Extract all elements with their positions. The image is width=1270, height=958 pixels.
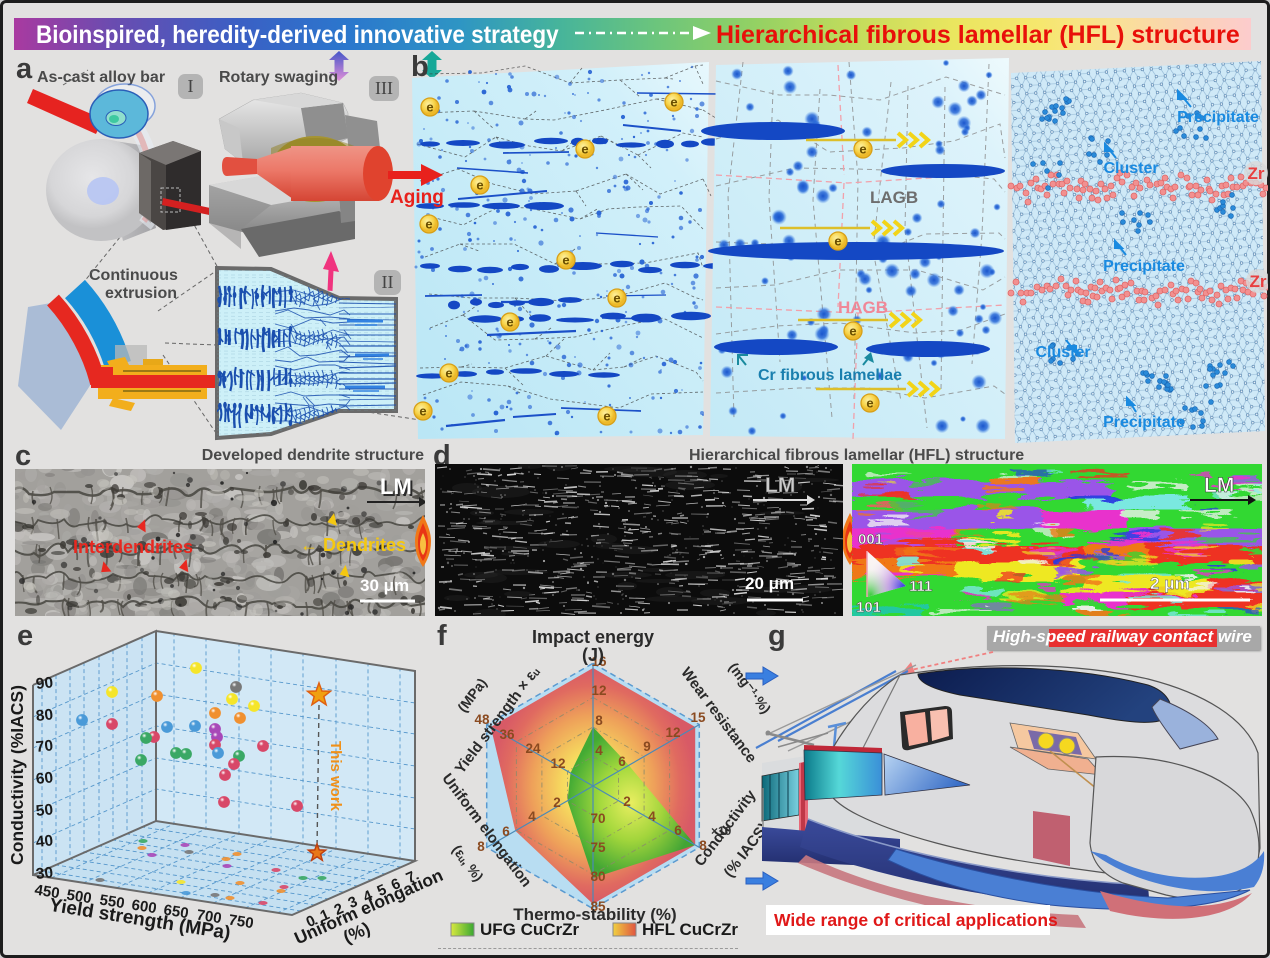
svg-text:111: 111 xyxy=(909,578,932,595)
svg-text:70: 70 xyxy=(590,811,605,826)
svg-text:4: 4 xyxy=(648,809,656,824)
svg-text:550: 550 xyxy=(98,892,125,913)
svg-text:Precipitate: Precipitate xyxy=(1103,414,1185,431)
svg-text:e: e xyxy=(670,95,677,110)
svg-text:e: e xyxy=(603,409,610,424)
svg-text:50: 50 xyxy=(35,801,54,820)
svg-text:e: e xyxy=(506,315,513,330)
svg-text:80: 80 xyxy=(35,706,54,725)
svg-text:Impact energy: Impact energy xyxy=(532,627,654,647)
svg-text:600: 600 xyxy=(130,897,157,918)
svg-text:650: 650 xyxy=(162,902,189,923)
svg-text:(J): (J) xyxy=(582,645,604,665)
svg-text:LM: LM xyxy=(382,476,414,501)
svg-text:UFG CuCrZr: UFG CuCrZr xyxy=(480,920,580,939)
svg-text:16: 16 xyxy=(591,654,607,669)
svg-text:500: 500 xyxy=(65,887,92,908)
svg-text:(MPa): (MPa) xyxy=(454,675,490,715)
svg-text:80: 80 xyxy=(590,869,605,884)
svg-text:HFL CuCrZr: HFL CuCrZr xyxy=(642,920,738,939)
svg-text:Cr fibrous lamellae: Cr fibrous lamellae xyxy=(758,367,902,384)
svg-text:75: 75 xyxy=(590,840,606,855)
svg-text:e: e xyxy=(419,404,426,419)
svg-text:e: e xyxy=(613,291,620,306)
svg-text:e: e xyxy=(581,142,588,157)
svg-text:85: 85 xyxy=(590,899,606,914)
svg-text:Thermo-stability (%): Thermo-stability (%) xyxy=(513,905,676,924)
svg-text:700: 700 xyxy=(195,907,222,928)
svg-text:Cluster: Cluster xyxy=(1103,160,1158,177)
svg-text:Zr: Zr xyxy=(1248,164,1265,183)
svg-text:70: 70 xyxy=(35,737,54,756)
svg-text:40: 40 xyxy=(35,832,54,851)
svg-text:e: e xyxy=(426,100,433,115)
svg-text:e: e xyxy=(834,234,841,249)
svg-text:LM: LM xyxy=(1204,474,1234,497)
svg-text:e: e xyxy=(445,366,452,381)
svg-text:6: 6 xyxy=(674,823,682,838)
svg-text:e: e xyxy=(425,217,432,232)
svg-text:8: 8 xyxy=(477,839,485,854)
svg-text:e: e xyxy=(849,324,856,339)
svg-text:2: 2 xyxy=(553,795,561,810)
svg-text:12: 12 xyxy=(550,756,565,771)
svg-text:12: 12 xyxy=(591,683,606,698)
svg-text:30 μm: 30 μm xyxy=(360,576,409,595)
svg-text:LM: LM xyxy=(380,474,412,499)
svg-text:4: 4 xyxy=(595,743,603,758)
svg-text:24: 24 xyxy=(525,741,541,756)
svg-text:e: e xyxy=(476,178,483,193)
svg-text:101: 101 xyxy=(856,599,881,616)
svg-text:Conductivity (%IACS): Conductivity (%IACS) xyxy=(11,685,27,865)
svg-text:LAGB: LAGB xyxy=(870,188,918,207)
svg-text:Aging: Aging xyxy=(390,187,444,208)
svg-text:90: 90 xyxy=(35,674,54,693)
svg-text:← Dendrites: ← Dendrites xyxy=(300,535,406,555)
svg-text:20 μm: 20 μm xyxy=(745,574,794,593)
svg-text:e: e xyxy=(562,253,569,268)
svg-text:60: 60 xyxy=(35,769,54,788)
svg-text:Zr: Zr xyxy=(1250,272,1267,291)
svg-text:001: 001 xyxy=(858,531,883,548)
svg-text:e: e xyxy=(866,396,873,411)
svg-text:2: 2 xyxy=(623,794,631,809)
svg-text:Precipitate: Precipitate xyxy=(1103,258,1185,275)
svg-text:This work: This work xyxy=(327,741,344,812)
svg-text:450: 450 xyxy=(33,882,60,903)
svg-text:e: e xyxy=(859,142,866,157)
svg-text:6: 6 xyxy=(618,754,626,769)
svg-text:Precipitate: Precipitate xyxy=(1177,109,1259,126)
svg-text:LM: LM xyxy=(765,474,795,497)
svg-text:4: 4 xyxy=(528,809,536,824)
svg-text:2 μm: 2 μm xyxy=(1150,574,1190,593)
svg-text:8: 8 xyxy=(595,713,603,728)
svg-text:36: 36 xyxy=(499,727,515,742)
svg-text:15: 15 xyxy=(690,710,706,725)
svg-text:Interdendrites: Interdendrites xyxy=(73,537,193,557)
svg-text:30: 30 xyxy=(35,864,54,883)
svg-text:×10: ×10 xyxy=(711,824,732,838)
svg-text:HAGB: HAGB xyxy=(838,298,888,317)
svg-text:9: 9 xyxy=(643,739,651,754)
svg-text:Cluster: Cluster xyxy=(1035,344,1090,361)
svg-text:8: 8 xyxy=(699,838,707,853)
svg-text:6: 6 xyxy=(502,824,510,839)
svg-text:12: 12 xyxy=(665,725,680,740)
svg-text:48: 48 xyxy=(474,712,490,727)
svg-text:750: 750 xyxy=(227,912,254,933)
